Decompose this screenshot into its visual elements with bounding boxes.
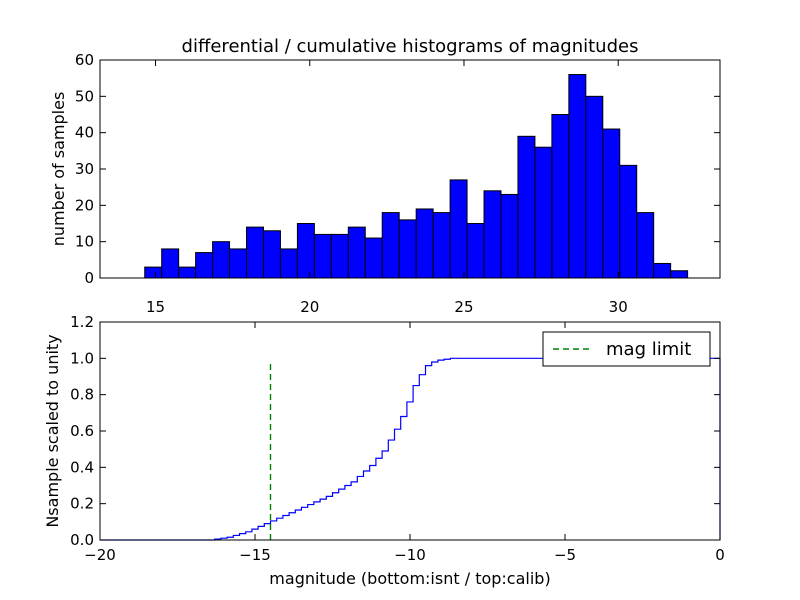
histogram-bar xyxy=(262,230,281,279)
x-tick-label: 0 xyxy=(715,546,725,564)
y-tick-label: 0 xyxy=(84,269,94,287)
histogram-bar xyxy=(653,262,672,279)
x-tick-label: 25 xyxy=(454,298,473,316)
histogram-bar xyxy=(449,179,468,279)
x-tick-label: −15 xyxy=(239,546,271,564)
y-tick-label: 30 xyxy=(75,160,94,178)
y-tick-label: 0.8 xyxy=(70,386,94,404)
chart-title: differential / cumulative histograms of … xyxy=(182,36,639,57)
histogram-bar xyxy=(398,219,417,279)
y-tick-label: 0.4 xyxy=(70,458,94,476)
histogram-bar xyxy=(330,233,349,279)
top-histogram-panel: 0 10 20 30 40 50 60 15 20 25 30 number of samples xyxy=(49,51,721,316)
x-tick-label: 20 xyxy=(300,298,319,316)
legend: mag limit xyxy=(542,331,711,367)
histogram-bar xyxy=(296,223,315,279)
bottom-y-axis-ticks: 0.0 0.2 0.4 0.6 0.8 1.0 1.2 xyxy=(70,313,720,549)
bottom-y-axis-label: Nsample scaled to unity xyxy=(43,334,62,527)
histogram-bar xyxy=(381,212,400,279)
histogram-bar xyxy=(246,226,264,279)
histogram-bar xyxy=(347,226,366,279)
cumulative-step-line xyxy=(100,357,721,541)
histogram-bar xyxy=(229,248,248,279)
legend-box xyxy=(542,331,711,367)
x-tick-label: −5 xyxy=(554,546,576,564)
y-tick-label: 1.0 xyxy=(70,349,94,367)
histogram-bar xyxy=(415,208,434,279)
x-tick-label: −20 xyxy=(84,546,116,564)
histogram-bar xyxy=(500,193,519,279)
top-x-axis-ticks: 15 20 25 30 xyxy=(146,60,628,316)
bottom-axes-frame xyxy=(99,321,721,541)
histogram-bar xyxy=(534,146,553,279)
histogram-bar xyxy=(483,190,502,279)
bottom-x-axis-ticks: −20 −15 −10 −5 0 xyxy=(84,322,725,564)
x-tick-label: −10 xyxy=(394,546,426,564)
histogram-bar xyxy=(670,270,689,279)
histogram-bar xyxy=(178,266,197,279)
top-axes-frame xyxy=(99,59,721,279)
y-tick-label: 20 xyxy=(75,196,94,214)
histogram-bar xyxy=(466,223,485,279)
y-tick-label: 60 xyxy=(75,51,94,69)
histogram-bar xyxy=(585,95,604,279)
y-tick-label: 0.2 xyxy=(70,495,94,513)
histogram-bar xyxy=(619,164,638,279)
histogram-bar xyxy=(313,233,332,279)
bottom-x-axis-label: magnitude (bottom:isnt / top:calib) xyxy=(269,569,550,588)
bottom-cumulative-panel: 0.0 0.2 0.4 0.6 0.8 1.0 1.2 −20 −15 −10 −5 0 magni… xyxy=(43,313,725,588)
histogram-bars xyxy=(144,74,689,279)
histogram-bar xyxy=(568,74,587,279)
histogram-bar xyxy=(602,128,621,279)
y-tick-label: 40 xyxy=(75,124,94,142)
top-y-axis-ticks: 0 10 20 30 40 50 60 xyxy=(75,51,720,287)
y-tick-label: 50 xyxy=(75,87,94,105)
histogram-bar xyxy=(144,266,163,279)
y-tick-label: 10 xyxy=(75,233,94,251)
histogram-bar xyxy=(517,135,536,279)
legend-label-mag-limit: mag limit xyxy=(606,339,691,360)
histogram-bar xyxy=(161,248,180,279)
histogram-bar xyxy=(551,114,570,279)
y-tick-label: 0.6 xyxy=(70,422,94,440)
histogram-bar xyxy=(636,212,655,279)
histogram-bar xyxy=(279,248,298,279)
histogram-bar xyxy=(432,212,451,279)
y-tick-label: 1.2 xyxy=(70,313,94,331)
x-tick-label: 30 xyxy=(609,298,628,316)
histogram-bar xyxy=(195,252,214,279)
y-tick-label: 0.0 xyxy=(70,531,94,549)
top-y-axis-label: number of samples xyxy=(49,92,68,247)
histogram-bar xyxy=(212,241,231,279)
histogram-bar xyxy=(364,237,383,279)
x-tick-label: 15 xyxy=(146,298,165,316)
